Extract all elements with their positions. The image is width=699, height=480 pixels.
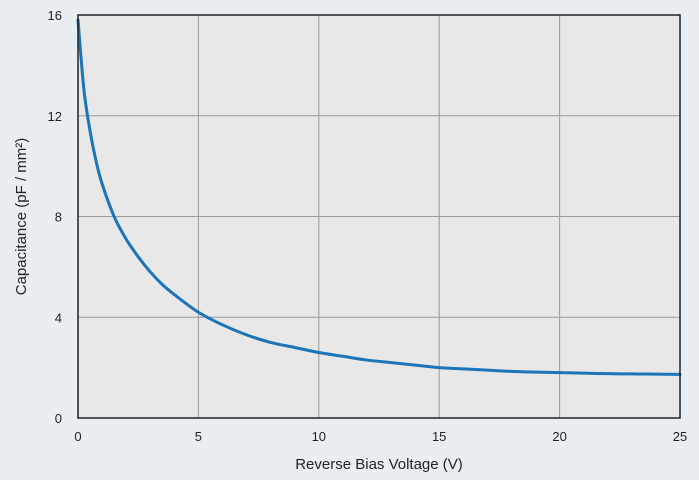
y-axis-label: Capacitance (pF / mm²) [13,138,30,296]
y-tick-label: 8 [55,210,62,225]
grid-lines [78,15,680,418]
y-tick-label: 16 [48,8,62,23]
capacitance-curve [76,18,682,376]
x-tick-label: 25 [673,429,687,444]
x-tick-label: 5 [195,429,202,444]
y-tick-label: 4 [55,310,62,325]
x-tick-label: 15 [432,429,446,444]
y-tick-label: 0 [55,411,62,426]
x-axis-label: Reverse Bias Voltage (V) [295,456,463,473]
x-axis-ticks: 0 5 10 15 20 25 [74,429,687,444]
x-tick-label: 10 [312,429,326,444]
y-axis-ticks: 0 4 8 12 16 [48,8,62,426]
y-tick-label: 12 [48,109,62,124]
x-tick-label: 20 [552,429,566,444]
x-tick-label: 0 [74,429,81,444]
plot-frame [77,14,681,419]
